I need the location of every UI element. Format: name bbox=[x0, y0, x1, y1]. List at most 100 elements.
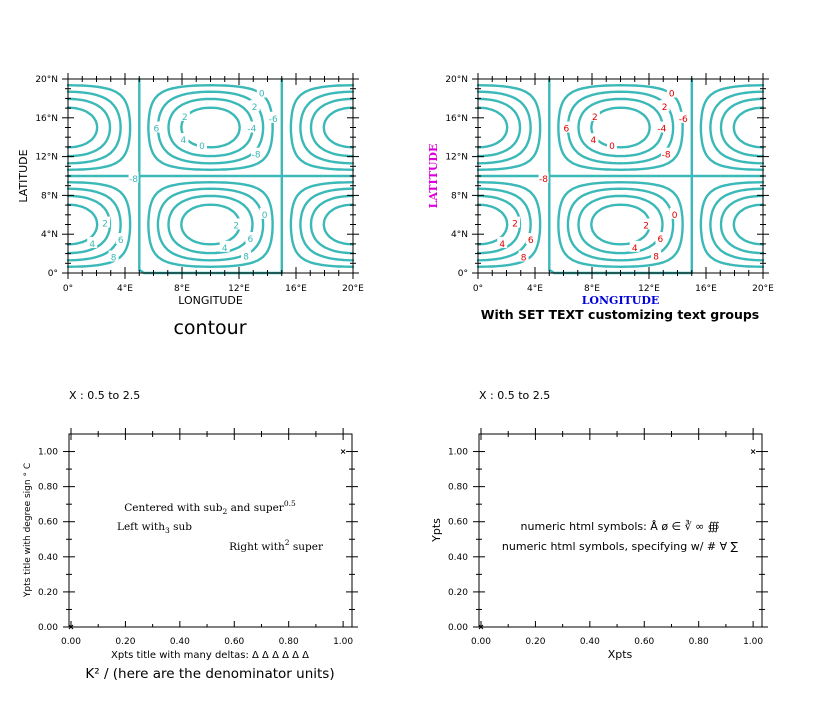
contour-label-bg bbox=[588, 133, 599, 145]
contour-label: 2 bbox=[102, 220, 108, 230]
contour-label-bg bbox=[241, 249, 252, 261]
y-tick-label: 0.40 bbox=[38, 553, 58, 563]
axis-ticks bbox=[62, 73, 359, 279]
contour-label: 0 bbox=[669, 90, 675, 100]
contour-label-bg bbox=[151, 121, 162, 133]
scatter-panel-4: 0.00 0.20 0.40 0.60 0.80 1.00 0.00 0.20 0.40 0.60… bbox=[430, 389, 768, 661]
x-tick-label: 4°E bbox=[527, 284, 543, 294]
data-point bbox=[750, 449, 756, 454]
contour-label: 6 bbox=[658, 235, 664, 245]
contour-label: -8 bbox=[129, 175, 138, 185]
contour-level--4 bbox=[66, 90, 355, 262]
data-point-mark bbox=[750, 449, 756, 454]
x-tick-label: 0.40 bbox=[170, 637, 190, 647]
y-tick-label: 0.80 bbox=[448, 483, 468, 493]
contour-label: 2 bbox=[643, 222, 649, 232]
scatter-panel-3: 0.00 0.20 0.40 0.60 0.80 1.00 0.00 0.20 0.40 0.60… bbox=[23, 389, 358, 682]
contour-label-bg bbox=[561, 121, 572, 133]
y-tick-label: 0.60 bbox=[38, 518, 58, 528]
x-tick-label: 0.60 bbox=[634, 637, 654, 647]
contour-label-bg bbox=[525, 233, 536, 245]
y-tick-label: 4°N bbox=[41, 230, 58, 240]
contour-label: -4 bbox=[657, 125, 666, 135]
plot-frame bbox=[68, 433, 353, 628]
annotation-html-symbols: numeric html symbols: Å ø ∈ ∛ ∞ ∰ bbox=[521, 519, 720, 533]
contour-label-bg bbox=[259, 207, 270, 219]
x-tick-label: 0.20 bbox=[525, 637, 545, 647]
x-tick-label: 0.80 bbox=[279, 637, 299, 647]
x-tick-label: 0.40 bbox=[580, 637, 600, 647]
x-axis-label: LONGITUDE bbox=[582, 294, 660, 307]
contour-label-bg bbox=[178, 133, 189, 145]
contour-label: 2 bbox=[662, 103, 668, 113]
caption-set-text: With SET TEXT customizing text groups bbox=[481, 307, 760, 322]
contour-label-bg bbox=[641, 218, 652, 230]
contour-label-bg bbox=[219, 240, 230, 252]
contour-label-bg bbox=[245, 232, 256, 244]
x-tick-label: 8°E bbox=[584, 284, 600, 294]
contour-level--6 bbox=[476, 97, 765, 255]
contour-label: -4 bbox=[247, 125, 256, 135]
contour-label-bg bbox=[669, 207, 680, 219]
contour-label: 0 bbox=[609, 142, 615, 152]
y-tick-label: 0.00 bbox=[38, 623, 58, 633]
contour-label-bg bbox=[606, 138, 617, 150]
y-tick-label: 12°N bbox=[35, 153, 58, 163]
x-axis-label: Xpts title with many deltas: Δ Δ Δ Δ Δ Δ bbox=[111, 650, 309, 661]
annotation-html-symbols-specified: numeric html symbols, specifying w/ # ∀ … bbox=[502, 540, 739, 553]
contour-label-bg bbox=[268, 111, 279, 123]
contour-label-bg bbox=[656, 121, 667, 133]
contour-label: 8 bbox=[653, 253, 659, 263]
annotation-centered: Centered with sub2 and super0.5 bbox=[124, 499, 296, 516]
contour-label: 0 bbox=[262, 211, 268, 221]
contour-label-bg bbox=[100, 216, 111, 228]
contour-label: 2 bbox=[512, 220, 518, 230]
x-axis-label: Xpts bbox=[608, 648, 633, 661]
contour-label: -8 bbox=[662, 151, 671, 161]
y-tick-label: 0.00 bbox=[448, 623, 468, 633]
y-axis-label: Ypts bbox=[430, 518, 443, 543]
y-tick-label: 20°N bbox=[445, 75, 468, 85]
data-point bbox=[340, 449, 346, 454]
contour-label-bg bbox=[659, 100, 670, 112]
y-tick-label: 4°N bbox=[451, 230, 468, 240]
contour-label: 4 bbox=[591, 136, 597, 146]
x-tick-label: 0.20 bbox=[115, 637, 135, 647]
contour-level-4 bbox=[66, 90, 355, 262]
y-tick-label: 0.60 bbox=[448, 518, 468, 528]
x-tick-label: 8°E bbox=[174, 284, 190, 294]
data-point bbox=[478, 624, 484, 630]
x-tick-label: 1.00 bbox=[333, 637, 353, 647]
x-tick-label: 16°E bbox=[285, 284, 307, 294]
contour-label-bg bbox=[256, 86, 267, 98]
contour-label: 8 bbox=[521, 254, 527, 264]
y-tick-label: 8°N bbox=[41, 191, 58, 201]
contour-level--2 bbox=[476, 84, 765, 268]
y-tick-label: 12°N bbox=[445, 153, 468, 163]
contour-label-bg bbox=[179, 109, 190, 121]
contour-label: 2 bbox=[252, 103, 258, 113]
x-axis-label: LONGITUDE bbox=[178, 294, 243, 307]
x-tick-label: 1.00 bbox=[743, 637, 763, 647]
contour-label-bg bbox=[661, 147, 672, 159]
contour-label-bg bbox=[678, 111, 689, 123]
x-tick-label: 4°E bbox=[117, 284, 133, 294]
x-tick-label: 12°E bbox=[638, 284, 660, 294]
x-tick-label: 0.80 bbox=[689, 637, 709, 647]
x-tick-label: 0° bbox=[473, 284, 483, 294]
axis-ticks bbox=[63, 428, 358, 628]
x-tick-label: 20°E bbox=[342, 284, 364, 294]
y-tick-label: 1.00 bbox=[38, 448, 58, 458]
contour-label-bg bbox=[655, 232, 666, 244]
y-tick-label: 0° bbox=[458, 269, 468, 279]
contour-label-bg bbox=[589, 109, 600, 121]
contour-label: -6 bbox=[269, 115, 278, 125]
contour-label: 0 bbox=[259, 90, 265, 100]
x-tick-label: 0.00 bbox=[61, 637, 81, 647]
contour-label: 4 bbox=[181, 136, 187, 146]
caption-contour: contour bbox=[173, 317, 246, 339]
contour-label: 8 bbox=[111, 254, 117, 264]
